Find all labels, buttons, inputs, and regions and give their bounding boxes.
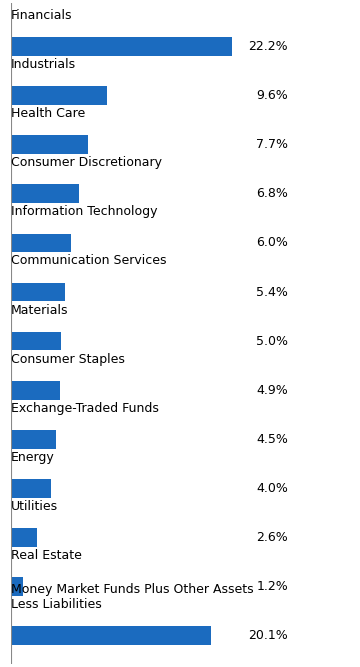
Bar (11, 479, 51, 498)
Text: 22.2%: 22.2% (249, 40, 288, 53)
Text: Health Care: Health Care (11, 107, 85, 120)
Bar (11, 37, 232, 56)
Bar (11, 233, 71, 252)
Bar (11, 626, 211, 645)
Bar (11, 381, 60, 400)
Text: 9.6%: 9.6% (256, 89, 288, 102)
Text: Money Market Funds Plus Other Assets
Less Liabilities: Money Market Funds Plus Other Assets Les… (11, 583, 253, 611)
Text: Real Estate: Real Estate (11, 549, 82, 562)
Text: 4.5%: 4.5% (256, 433, 288, 446)
Text: Information Technology: Information Technology (11, 205, 157, 218)
Text: Exchange-Traded Funds: Exchange-Traded Funds (11, 402, 159, 415)
Bar (11, 185, 78, 203)
Text: 4.0%: 4.0% (256, 482, 288, 495)
Text: 5.0%: 5.0% (256, 335, 288, 348)
Text: Consumer Staples: Consumer Staples (11, 353, 125, 366)
Text: 6.8%: 6.8% (256, 187, 288, 200)
Text: Consumer Discretionary: Consumer Discretionary (11, 156, 162, 169)
Text: 20.1%: 20.1% (248, 629, 288, 642)
Bar (11, 283, 65, 301)
Text: 7.7%: 7.7% (256, 138, 288, 151)
Text: 2.6%: 2.6% (256, 531, 288, 544)
Text: Financials: Financials (11, 9, 72, 22)
Text: Utilities: Utilities (11, 500, 58, 513)
Bar (11, 86, 107, 105)
Text: Materials: Materials (11, 303, 68, 317)
Text: 6.0%: 6.0% (256, 236, 288, 249)
Text: 5.4%: 5.4% (256, 285, 288, 299)
Bar (11, 331, 61, 350)
Text: Industrials: Industrials (11, 58, 76, 71)
Bar (11, 577, 23, 596)
Text: Communication Services: Communication Services (11, 255, 166, 267)
Text: 1.2%: 1.2% (256, 580, 288, 593)
Bar (11, 135, 87, 154)
Text: Energy: Energy (11, 451, 55, 464)
Bar (11, 430, 56, 449)
Bar (11, 528, 37, 547)
Text: 4.9%: 4.9% (256, 384, 288, 397)
